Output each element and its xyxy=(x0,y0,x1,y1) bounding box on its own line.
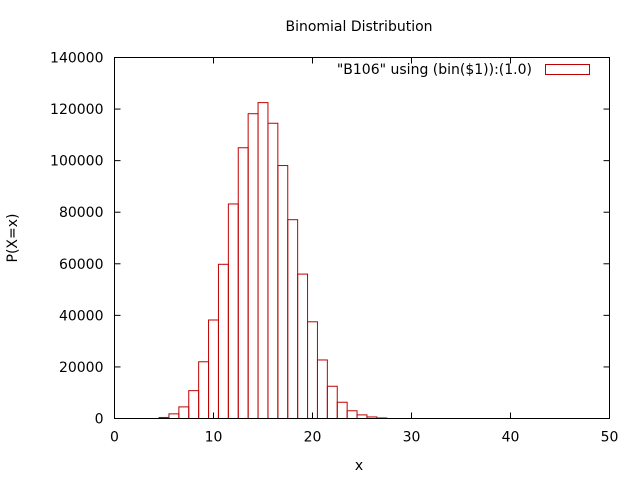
y-tick-label-140000: 140000 xyxy=(50,51,103,67)
legend-label: "B106" using (bin($1)):(1.0) xyxy=(337,62,532,78)
y-tick-label-100000: 100000 xyxy=(50,154,103,170)
bar-x-14 xyxy=(247,113,259,419)
bar-x-19 xyxy=(297,273,309,419)
chart-title: Binomial Distribution xyxy=(285,19,432,35)
histogram-bars xyxy=(158,102,388,420)
bar-x-13 xyxy=(237,147,249,419)
x-tick-label-10: 10 xyxy=(205,430,223,446)
bar-x-7 xyxy=(178,406,190,419)
x-tick-label-30: 30 xyxy=(403,430,421,446)
axis-ticks xyxy=(114,57,610,419)
bar-x-24 xyxy=(346,410,358,419)
y-tick-label-120000: 120000 xyxy=(50,102,103,118)
x-axis-label: x xyxy=(355,458,363,474)
legend: "B106" using (bin($1)):(1.0) xyxy=(337,62,590,78)
bar-x-10 xyxy=(208,319,219,419)
bar-x-15 xyxy=(257,102,269,419)
legend-swatch xyxy=(545,64,590,75)
y-tick-label-60000: 60000 xyxy=(59,257,104,273)
x-tick-label-50: 50 xyxy=(601,430,619,446)
bar-x-20 xyxy=(307,321,318,419)
bar-x-11 xyxy=(217,263,229,419)
y-tick-label-20000: 20000 xyxy=(59,360,104,376)
bar-x-17 xyxy=(277,165,289,419)
bar-x-18 xyxy=(287,219,299,419)
x-tick-label-0: 0 xyxy=(110,430,119,446)
plot-frame xyxy=(114,57,610,419)
bar-x-6 xyxy=(168,413,180,420)
bar-x-8 xyxy=(188,390,200,419)
y-axis-label: P(X=x) xyxy=(5,214,21,263)
bar-x-23 xyxy=(336,401,348,420)
bar-x-16 xyxy=(267,122,279,419)
bar-x-21 xyxy=(316,359,328,420)
x-tick-label-20: 20 xyxy=(304,430,322,446)
y-tick-label-80000: 80000 xyxy=(59,205,104,221)
bar-x-22 xyxy=(326,385,338,419)
axis-tick-labels: 0 10 20 30 40 50 0 20000 40000 60000 80000 100000 12… xyxy=(50,51,618,446)
bar-x-9 xyxy=(198,361,210,419)
x-tick-label-40: 40 xyxy=(502,430,520,446)
bar-x-25 xyxy=(356,414,368,420)
bar-x-12 xyxy=(227,203,239,419)
y-tick-label-40000: 40000 xyxy=(59,308,104,324)
y-tick-label-0: 0 xyxy=(95,412,104,428)
